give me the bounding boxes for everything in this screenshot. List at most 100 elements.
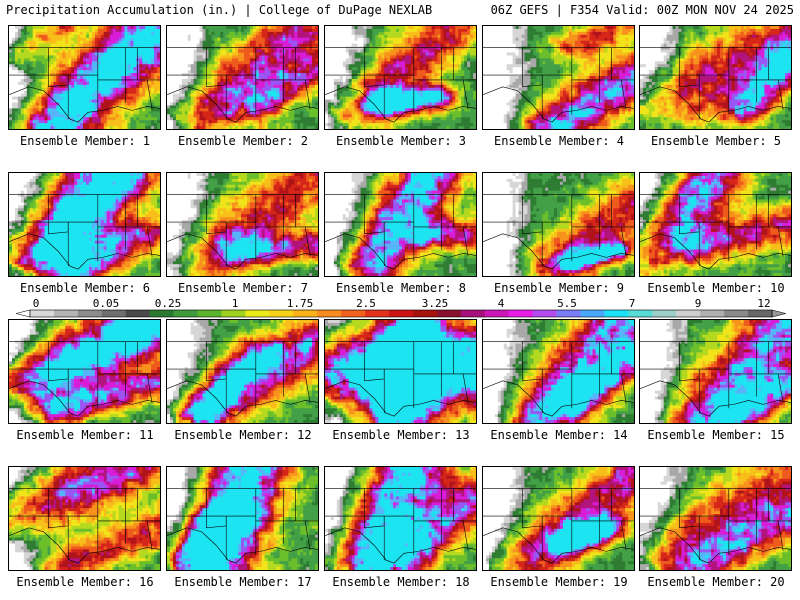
ensemble-member-label: Ensemble Member: 9: [480, 281, 638, 295]
colorbar-swatch: [556, 310, 581, 317]
colorbar-swatch: [197, 310, 222, 317]
colorbar-swatch: [628, 310, 653, 317]
precip-map: [483, 26, 634, 129]
colorbar-swatch: [365, 310, 390, 317]
ensemble-member-label: Ensemble Member: 11: [6, 428, 164, 442]
ensemble-member-label: Ensemble Member: 12: [164, 428, 322, 442]
colorbar-tick-label: 7: [629, 298, 636, 310]
state-borders: [167, 194, 318, 270]
ensemble-map-panel: [639, 466, 792, 571]
ensemble-member-label: Ensemble Member: 3: [322, 134, 480, 148]
precip-map: [483, 320, 634, 423]
colorbar-tick-label: 12: [757, 298, 770, 310]
precip-map: [640, 173, 791, 276]
state-borders: [325, 341, 476, 417]
run-info: 06Z GEFS | F354 Valid: 00Z MON NOV 24 20…: [491, 3, 794, 17]
state-borders: [483, 341, 634, 417]
ensemble-map-panel: [324, 319, 477, 424]
precip-map: [9, 26, 160, 129]
precip-map: [640, 467, 791, 570]
colorbar-swatch: [317, 310, 342, 317]
ensemble-map-panel: [324, 25, 477, 130]
colorbar-swatch: [484, 310, 510, 317]
colorbar-tick-label: 2.5: [356, 298, 376, 310]
precip-map: [325, 320, 476, 423]
ensemble-member-label: Ensemble Member: 16: [6, 575, 164, 589]
ensemble-map-panel: [639, 319, 792, 424]
colorbar-tick-label: 1: [232, 298, 239, 310]
state-borders: [483, 488, 634, 564]
state-borders: [9, 341, 160, 417]
ensemble-member-label: Ensemble Member: 8: [322, 281, 480, 295]
ensemble-map-panel: [324, 466, 477, 571]
ensemble-map-panel: [166, 319, 319, 424]
colorbar-tick-label: 9: [695, 298, 702, 310]
colorbar-swatch: [652, 310, 677, 317]
colorbar-swatch: [30, 310, 55, 317]
colorbar-tick-label: 5.5: [557, 298, 577, 310]
ensemble-map-panel: [639, 172, 792, 277]
ensemble-map-panel: [482, 319, 635, 424]
precip-map: [9, 467, 160, 570]
ensemble-map-panel: [482, 25, 635, 130]
precip-map: [167, 320, 318, 423]
ensemble-member-label: Ensemble Member: 15: [637, 428, 795, 442]
ensemble-member-label: Ensemble Member: 7: [164, 281, 322, 295]
colorbar-swatch: [389, 310, 414, 317]
colorbar-swatch: [341, 310, 366, 317]
state-borders: [325, 488, 476, 564]
colorbar-swatch: [604, 310, 629, 317]
ensemble-map-panel: [8, 172, 161, 277]
colorbar-swatch: [436, 310, 462, 317]
ensemble-member-label: Ensemble Member: 2: [164, 134, 322, 148]
precip-map: [325, 467, 476, 570]
precip-map: [167, 467, 318, 570]
colorbar-swatch: [412, 310, 438, 317]
ensemble-map-panel: [482, 172, 635, 277]
precip-colorbar: 0 0.05 0.25 1 1.75 2.5 3.25 4 5.5 7 9 12: [16, 298, 786, 318]
state-borders: [9, 488, 160, 564]
colorbar-tick-label: 1.75: [287, 298, 314, 310]
state-borders: [640, 194, 791, 270]
colorbar-tick-label: 0.25: [155, 298, 182, 310]
ensemble-member-label: Ensemble Member: 1: [6, 134, 164, 148]
colorbar-min-arrow: [16, 309, 31, 318]
state-borders: [640, 341, 791, 417]
colorbar-swatch: [676, 310, 701, 317]
precip-map: [640, 26, 791, 129]
colorbar-max-arrow: [771, 309, 786, 318]
state-borders: [483, 47, 634, 123]
ensemble-map-panel: [639, 25, 792, 130]
ensemble-map-panel: [324, 172, 477, 277]
ensemble-member-label: Ensemble Member: 10: [637, 281, 795, 295]
ensemble-map-panel: [8, 319, 161, 424]
state-borders: [167, 47, 318, 123]
colorbar-swatch: [748, 310, 773, 317]
ensemble-member-label: Ensemble Member: 13: [322, 428, 480, 442]
ensemble-member-label: Ensemble Member: 20: [637, 575, 795, 589]
state-borders: [167, 341, 318, 417]
colorbar-tick-label: 0.05: [93, 298, 120, 310]
precip-map: [325, 26, 476, 129]
ensemble-member-label: Ensemble Member: 18: [322, 575, 480, 589]
ensemble-map-panel: [8, 25, 161, 130]
colorbar-swatch: [125, 310, 150, 317]
colorbar-swatch: [700, 310, 725, 317]
colorbar-swatch: [508, 310, 533, 317]
colorbar-swatch: [580, 310, 605, 317]
ensemble-map-panel: [482, 466, 635, 571]
colorbar-swatch: [532, 310, 557, 317]
state-borders: [483, 194, 634, 270]
colorbar-swatch: [221, 310, 246, 317]
colorbar-swatch: [293, 310, 318, 317]
precip-map: [483, 173, 634, 276]
ensemble-member-label: Ensemble Member: 5: [637, 134, 795, 148]
colorbar-tick-label: 4: [498, 298, 505, 310]
ensemble-map-panel: [8, 466, 161, 571]
state-borders: [9, 194, 160, 270]
colorbar-swatch: [101, 310, 127, 317]
colorbar-swatch: [269, 310, 294, 317]
precip-map: [9, 320, 160, 423]
ensemble-member-label: Ensemble Member: 14: [480, 428, 638, 442]
ensemble-map-panel: [166, 172, 319, 277]
